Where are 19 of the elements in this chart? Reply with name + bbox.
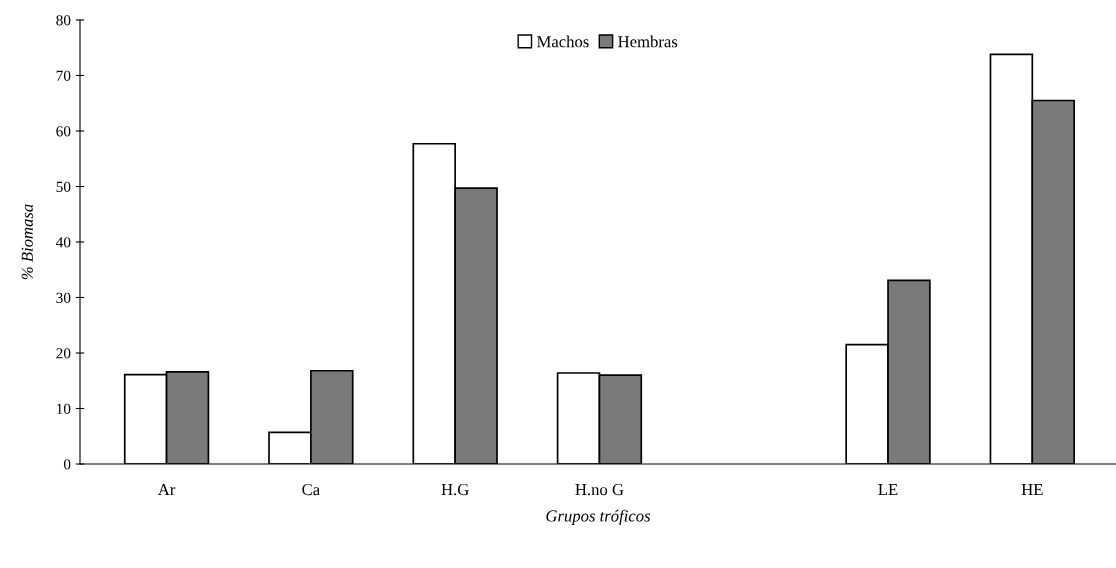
y-tick-label: 30 [56, 292, 71, 303]
y-tick-label: 20 [56, 348, 71, 359]
y-tick-label: 80 [56, 15, 71, 26]
legend-label: Hembras [618, 35, 678, 48]
y-tick-label: 50 [56, 181, 71, 192]
y-tick-label: 60 [56, 126, 71, 137]
x-axis-title: Grupos tróficos [546, 509, 651, 525]
x-tick-label: Ca [302, 483, 320, 496]
x-tick-label: HE [1021, 484, 1043, 496]
x-tick-label: Ar [157, 484, 176, 496]
x-tick-label: H.G [441, 483, 469, 496]
y-tick-label: 40 [55, 237, 71, 248]
legend-label: Machos [537, 35, 589, 48]
y-tick-label: 70 [56, 70, 71, 81]
y-tick-label: 0 [63, 459, 71, 470]
x-tick-label: LE [878, 484, 898, 496]
x-tick-label: H.no G [575, 483, 624, 496]
y-tick-label: 10 [57, 403, 71, 414]
y-axis-title: % Biomasa [21, 204, 33, 280]
